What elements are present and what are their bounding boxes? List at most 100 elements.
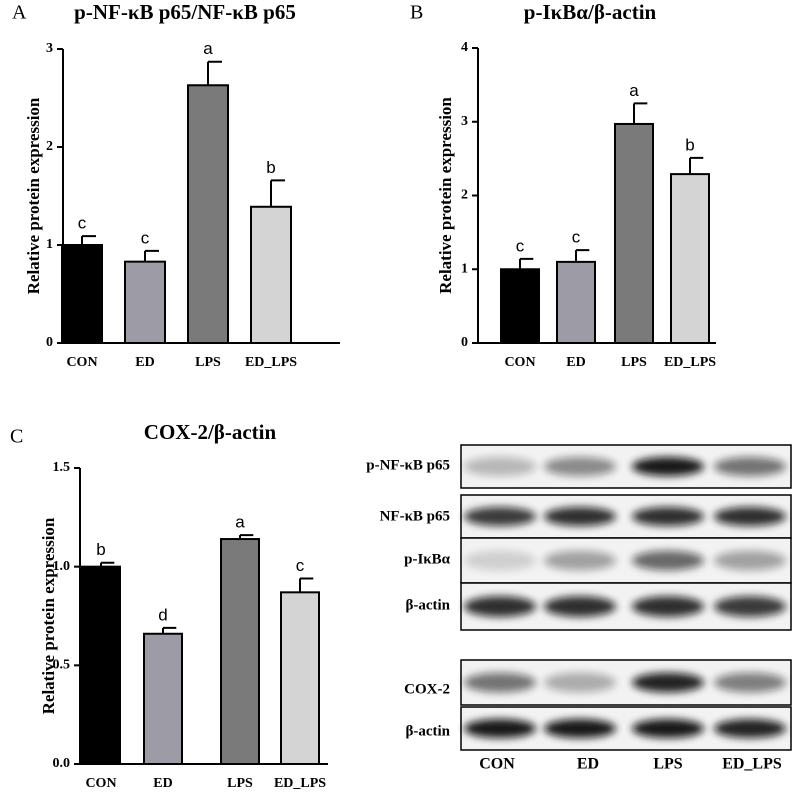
x-tick-label: CON xyxy=(66,355,97,370)
error-bar xyxy=(162,626,177,634)
blot-band xyxy=(464,672,536,693)
significance-letter: c xyxy=(296,556,305,575)
blot-band xyxy=(632,457,704,476)
blot-band xyxy=(464,507,536,526)
error-bar xyxy=(239,534,254,540)
blot-row-label: p-IκBα xyxy=(404,551,451,567)
x-tick-label: ED xyxy=(566,355,585,370)
blot-band xyxy=(632,719,704,738)
blot-band xyxy=(544,672,616,693)
x-tick-label: LPS xyxy=(195,355,221,370)
blot-lane-label: LPS xyxy=(653,756,682,773)
x-tick-label: CON xyxy=(504,355,535,370)
blot-band xyxy=(464,719,536,738)
bar xyxy=(81,565,121,766)
panel-label: C xyxy=(10,426,23,448)
significance-letter: d xyxy=(158,605,167,624)
y-tick-label: 1.0 xyxy=(53,559,71,574)
blot-band xyxy=(714,672,786,693)
blot-band xyxy=(632,550,704,571)
blot-band xyxy=(632,507,704,526)
y-axis-label: Relative protein expression xyxy=(39,517,58,714)
y-axis-label: Relative protein expression xyxy=(436,97,455,294)
blot-row-label: COX-2 xyxy=(404,681,450,697)
significance-letter: b xyxy=(266,158,275,177)
blot-row-label: NF-κB p65 xyxy=(380,508,450,524)
blot-band xyxy=(714,596,786,617)
y-tick-label: 4 xyxy=(461,40,468,55)
significance-letter: a xyxy=(235,513,245,532)
bar xyxy=(250,205,292,344)
error-bar xyxy=(81,235,96,245)
blot-band xyxy=(632,672,704,693)
blot-band xyxy=(464,596,536,617)
blot-band xyxy=(544,550,616,571)
chart-title: p-NF-κB p65/NF-κB p65 xyxy=(74,0,296,24)
x-tick-label: ED xyxy=(135,355,154,370)
bar xyxy=(61,244,103,344)
x-tick-label: LPS xyxy=(621,355,647,370)
error-bar xyxy=(144,249,159,262)
chart-title: p-IκBα/β-actin xyxy=(524,0,657,24)
blot-row-label: p-NF-κB p65 xyxy=(366,457,450,473)
blot-band xyxy=(714,457,786,476)
bar xyxy=(143,632,183,766)
chart-title: COX-2/β-actin xyxy=(144,420,277,444)
y-tick-label: 1 xyxy=(461,261,468,276)
bar xyxy=(556,260,596,344)
blot-band xyxy=(544,507,616,526)
y-axis-label: Relative protein expression xyxy=(24,97,43,294)
y-tick-label: 0.0 xyxy=(53,756,71,771)
y-tick-label: 2 xyxy=(461,188,468,203)
x-tick-label: ED_LPS xyxy=(274,776,326,791)
blot-band xyxy=(714,507,786,526)
blot-band xyxy=(714,719,786,738)
error-bar xyxy=(689,156,704,175)
error-bar xyxy=(299,577,314,593)
blot-band xyxy=(464,457,536,476)
y-tick-label: 0 xyxy=(46,335,53,350)
blot-band xyxy=(544,596,616,617)
x-tick-label: ED xyxy=(153,776,172,791)
bar xyxy=(187,84,229,344)
significance-letter: c xyxy=(572,228,581,247)
y-tick-label: 1 xyxy=(46,237,53,252)
blot-band xyxy=(544,457,616,476)
blot-lane-label: ED xyxy=(577,756,599,773)
x-tick-label: LPS xyxy=(227,776,253,791)
significance-letter: c xyxy=(141,228,150,247)
error-bar xyxy=(519,257,534,270)
blot-lane-label: ED_LPS xyxy=(722,756,782,773)
bar xyxy=(280,591,320,765)
significance-letter: c xyxy=(516,236,525,255)
significance-letter: b xyxy=(96,540,105,559)
blot-row-label: β-actin xyxy=(405,597,450,613)
panel-label: A xyxy=(12,2,27,24)
significance-letter: a xyxy=(203,39,213,58)
blot-band xyxy=(544,719,616,738)
x-tick-label: ED_LPS xyxy=(245,355,297,370)
significance-letter: c xyxy=(78,214,87,233)
blot-band xyxy=(714,550,786,571)
bar xyxy=(670,173,710,344)
significance-letter: a xyxy=(629,81,639,100)
error-bar xyxy=(100,561,115,567)
y-tick-label: 3 xyxy=(461,114,468,129)
bar xyxy=(614,122,654,345)
error-bar xyxy=(207,60,222,86)
blot-row-label: β-actin xyxy=(405,723,450,739)
y-tick-label: 2 xyxy=(46,139,53,154)
x-tick-label: CON xyxy=(85,776,116,791)
bar xyxy=(220,538,260,765)
panel-label: B xyxy=(410,2,423,24)
y-tick-label: 3 xyxy=(46,41,53,56)
y-tick-label: 1.5 xyxy=(53,460,71,475)
significance-letter: b xyxy=(685,135,694,154)
bar xyxy=(124,260,166,344)
error-bar xyxy=(575,249,590,262)
y-tick-label: 0.5 xyxy=(53,658,71,673)
error-bar xyxy=(270,179,285,207)
blot-lane-label: CON xyxy=(479,756,515,773)
bar xyxy=(500,268,540,344)
